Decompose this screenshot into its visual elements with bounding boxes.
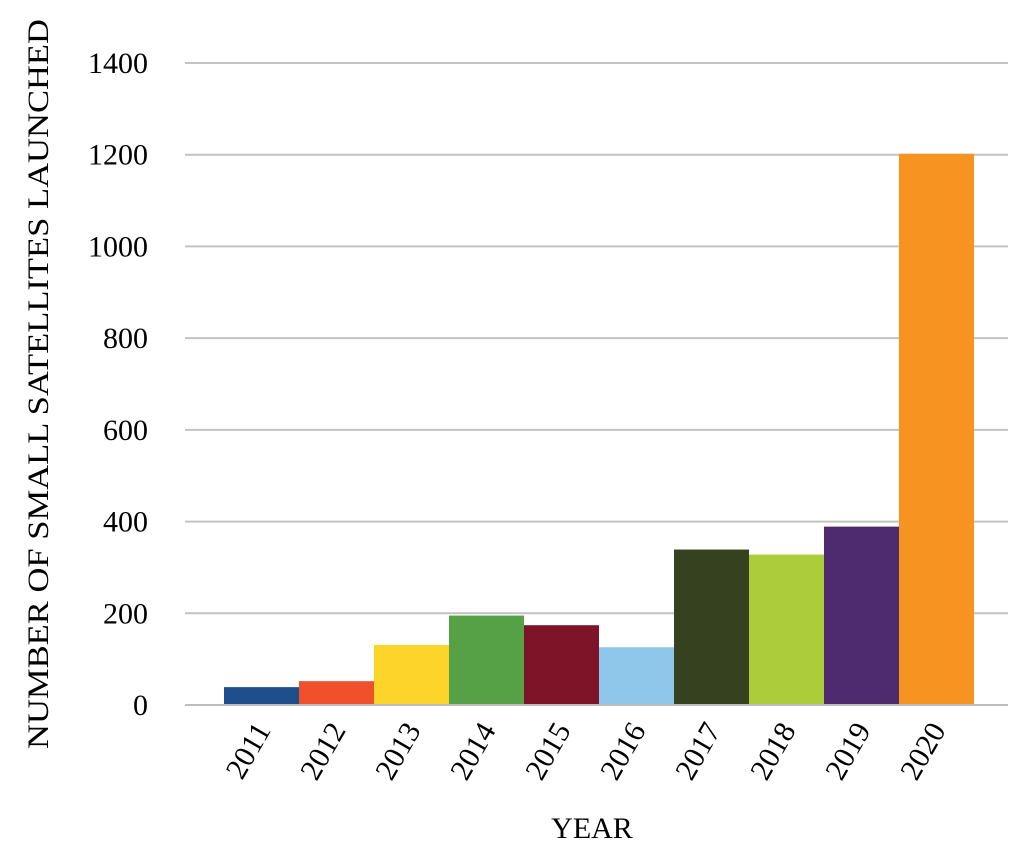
x-tick-label: 2015: [519, 717, 578, 785]
bar-2014: [449, 615, 524, 705]
bar-2017: [674, 549, 749, 705]
x-tick-label: 2018: [744, 717, 803, 785]
y-tick-label: 1000: [88, 230, 148, 263]
y-tick-label: 600: [103, 414, 148, 447]
x-tick-label: 2013: [369, 717, 428, 785]
bar-2019: [824, 526, 899, 705]
y-tick-label: 800: [103, 322, 148, 355]
y-tick-label: 1200: [88, 139, 148, 172]
bars: [224, 153, 974, 706]
x-tick-labels: 2011 2012 2013 2014 2015 2016 2017 2018 2019 2020: [220, 717, 953, 785]
bar-2011: [224, 687, 299, 705]
y-tick-label: 200: [103, 597, 148, 630]
y-tick-labels: 0 200 400 600 800 1000 1200 1400: [88, 47, 148, 722]
x-tick-label: 2020: [894, 717, 953, 785]
y-tick-label: 0: [133, 689, 148, 722]
y-tick-label: 400: [103, 506, 148, 539]
y-tick-label: 1400: [88, 47, 148, 80]
y-axis-title: NUMBER OF SMALL SATELLITES LAUNCHED: [22, 19, 55, 749]
gridlines: [185, 62, 1008, 615]
x-tick-label: 2014: [444, 717, 503, 785]
bar-2016: [599, 647, 674, 705]
x-tick-label: 2012: [294, 717, 353, 785]
x-tick-label: 2016: [594, 717, 653, 785]
bar-2012: [299, 681, 374, 705]
x-tick-label: 2017: [669, 717, 728, 785]
x-tick-label: 2019: [819, 717, 878, 785]
x-tick-label: 2011: [220, 717, 278, 785]
bar-2020: [899, 153, 974, 706]
bar-2013: [374, 644, 449, 705]
bar-2018: [749, 554, 824, 705]
bar-2015: [524, 625, 599, 705]
x-axis-title: YEAR: [551, 812, 633, 845]
